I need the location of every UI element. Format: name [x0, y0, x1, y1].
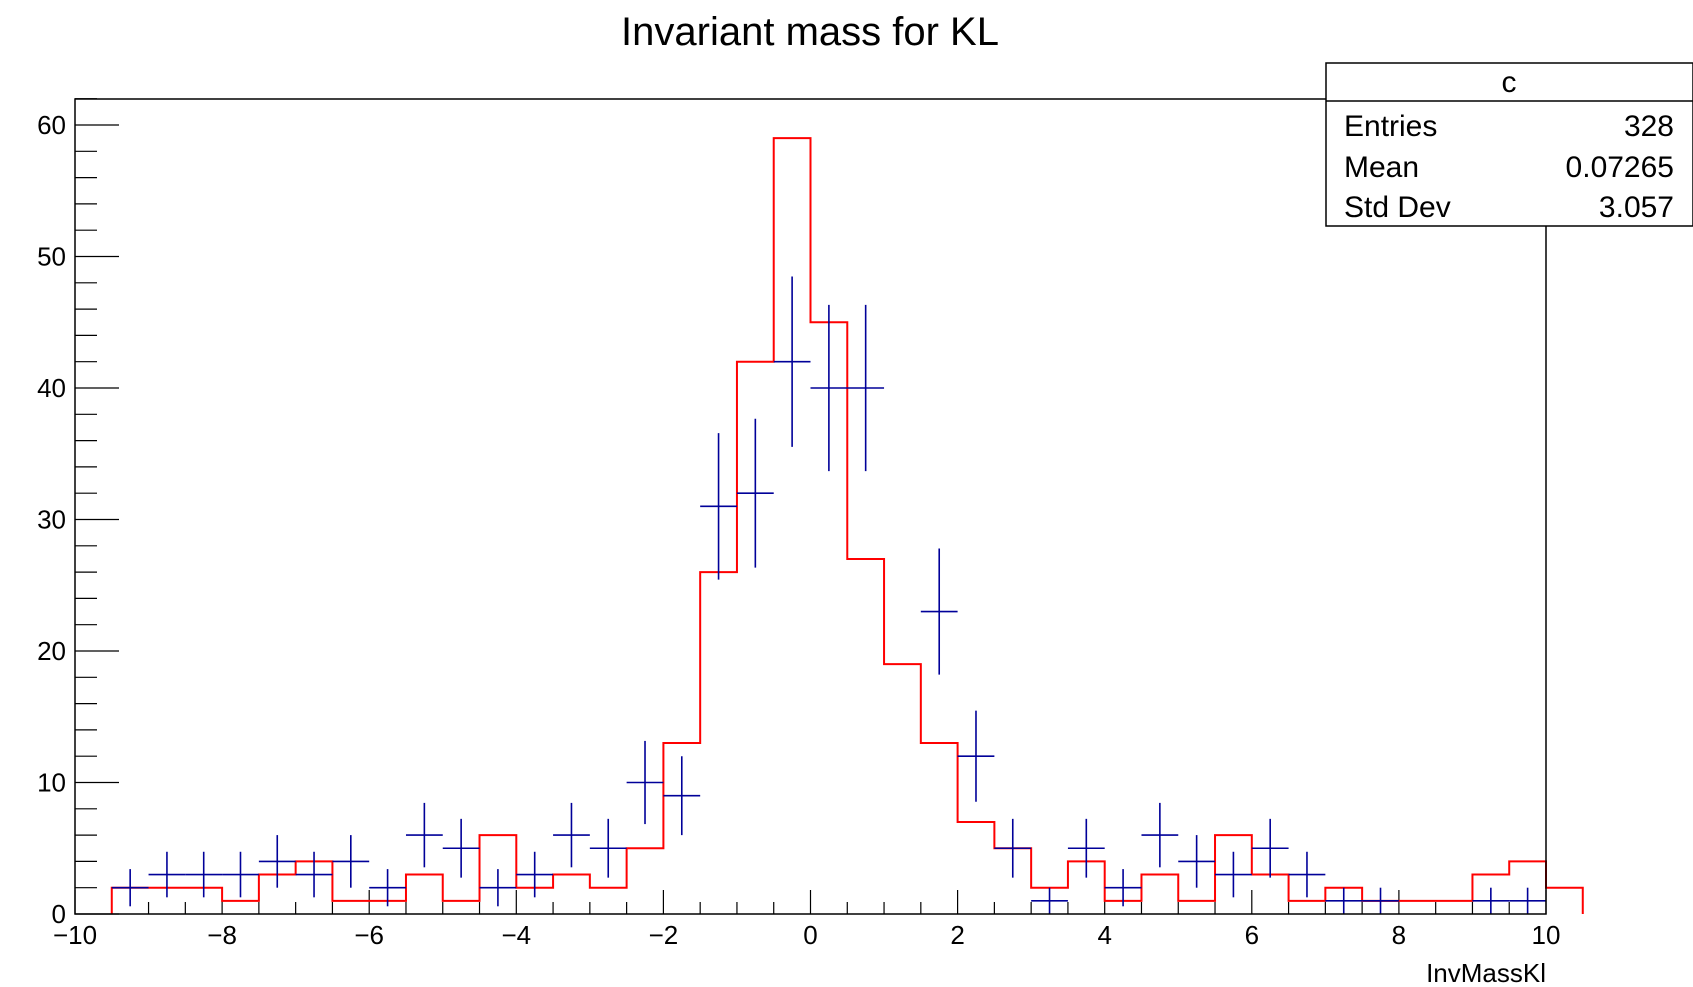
- data-point: [589, 818, 627, 878]
- data-point: [111, 869, 149, 907]
- plot-area: [110, 137, 1584, 914]
- plot-frame: [74, 98, 1547, 915]
- data-point: [700, 433, 737, 580]
- data-point: [479, 869, 517, 907]
- x-tick-label: −6: [354, 920, 384, 950]
- data-point: [1178, 835, 1216, 888]
- stats-entries-label: Entries: [1344, 110, 1437, 143]
- data-point: [1288, 851, 1326, 898]
- y-tick-label: 30: [37, 505, 66, 535]
- data-point: [994, 818, 1032, 878]
- data-point: [1104, 869, 1142, 907]
- data-point: [332, 835, 370, 888]
- x-tick-label: 4: [1097, 920, 1111, 950]
- y-tick-label: 40: [37, 373, 66, 403]
- x-axis: −10 −8 −6 −4 −2 0 2 4 6 8 10: [53, 890, 1561, 950]
- data-point: [920, 548, 958, 675]
- x-tick-label: 6: [1245, 920, 1259, 950]
- data-point: [295, 851, 333, 898]
- data-point: [810, 304, 848, 472]
- data-point: [185, 851, 223, 898]
- x-tick-label: 8: [1392, 920, 1406, 950]
- data-point: [1067, 818, 1105, 878]
- data-point: [553, 802, 590, 868]
- x-axis-title: InvMassKl: [1426, 958, 1546, 987]
- stats-stddev-label: Std Dev: [1344, 191, 1451, 224]
- data-point: [1251, 818, 1289, 878]
- model-step-line: [110, 137, 1584, 914]
- stats-box: c Entries 328 Mean 0.07265 Std Dev 3.057: [1325, 62, 1693, 227]
- data-point: [1509, 887, 1546, 914]
- data-point: [258, 835, 296, 888]
- y-tick-label: 50: [37, 242, 66, 272]
- y-axis: 0 10 20 30 40 50 60: [37, 98, 119, 929]
- stats-mean-value: 0.07265: [1566, 151, 1674, 184]
- y-tick-label: 60: [37, 110, 66, 140]
- data-point: [626, 740, 664, 825]
- data-point: [773, 276, 811, 447]
- stats-stddev-value: 3.057: [1599, 191, 1674, 224]
- y-tick-label: 0: [52, 899, 66, 929]
- data-point: [222, 851, 259, 898]
- stats-mean-label: Mean: [1344, 151, 1419, 184]
- data-point: [516, 851, 554, 898]
- data-point: [1141, 802, 1179, 868]
- stats-box-name: c: [1502, 66, 1517, 99]
- y-tick-label: 20: [37, 636, 66, 666]
- data-point: [1031, 887, 1068, 914]
- data-point: [148, 851, 186, 898]
- x-tick-label: −10: [53, 920, 97, 950]
- data-point: [405, 802, 443, 868]
- y-tick-label: 10: [37, 768, 66, 798]
- x-tick-label: −4: [501, 920, 531, 950]
- data-point: [1472, 887, 1510, 914]
- data-point: [442, 818, 480, 878]
- x-tick-label: 0: [803, 920, 817, 950]
- data-point: [663, 756, 701, 836]
- data-point: [957, 710, 995, 802]
- x-tick-label: −8: [207, 920, 237, 950]
- stats-box-frame: [1325, 62, 1693, 227]
- x-tick-label: 2: [950, 920, 964, 950]
- data-point: [1362, 887, 1399, 914]
- x-tick-label: 10: [1532, 920, 1561, 950]
- chart-title: Invariant mass for KL: [621, 10, 999, 54]
- x-tick-label: −2: [649, 920, 679, 950]
- data-point: [1215, 851, 1252, 898]
- data-point: [369, 869, 406, 907]
- stats-entries-value: 328: [1624, 110, 1674, 143]
- data-point: [847, 304, 885, 472]
- data-point: [1325, 887, 1363, 914]
- data-point: [736, 418, 774, 568]
